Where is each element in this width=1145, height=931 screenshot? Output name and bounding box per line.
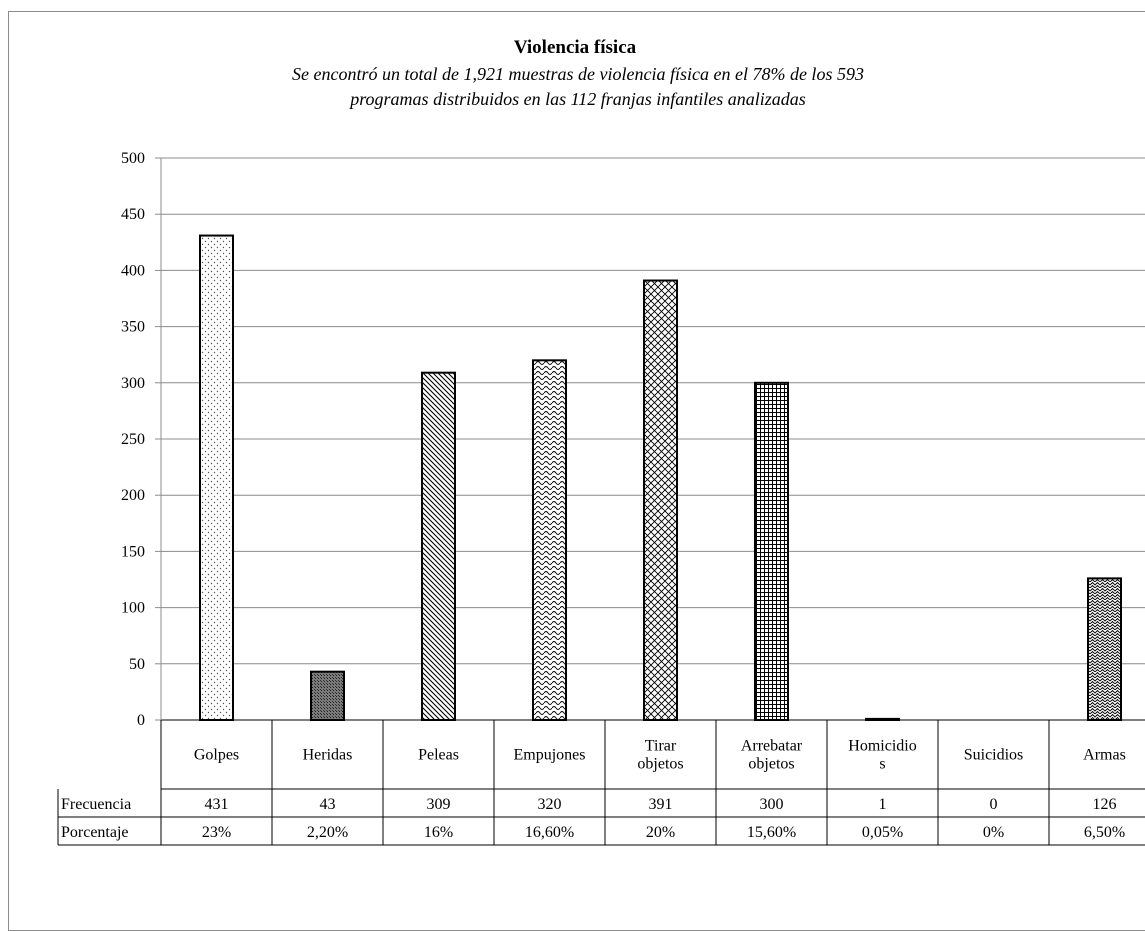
y-tick-label: 100	[121, 600, 145, 617]
table-cell: 431	[205, 796, 229, 813]
y-axis-ticks: 0 50 100 150 200 250 300 350 400 450 500	[121, 150, 145, 729]
bar	[865, 717, 900, 721]
table-row-header: Porcentaje	[61, 824, 129, 841]
category-label: Heridas	[303, 747, 353, 764]
category-label: Golpes	[194, 747, 239, 764]
category-label: objetos	[748, 756, 794, 773]
table-cell: 309	[427, 796, 451, 813]
bars	[199, 234, 1122, 722]
y-tick-label: 500	[121, 150, 145, 167]
chart-title: Violencia física	[514, 37, 637, 58]
bar	[310, 670, 345, 722]
bar	[532, 359, 567, 721]
category-label: Empujones	[514, 747, 586, 764]
table-cell: 1	[879, 796, 887, 813]
y-tick-label: 150	[121, 543, 145, 560]
category-label: Tirar	[645, 738, 677, 755]
category-label: Peleas	[418, 747, 459, 764]
bar	[199, 234, 234, 721]
bar	[421, 371, 456, 721]
category-label: Arrebatar	[741, 738, 803, 755]
bar	[754, 381, 789, 721]
chart-subtitle-line-2: programas distribuidos en las 112 franja…	[348, 89, 806, 109]
table-cell: 6,50%	[1084, 824, 1125, 841]
category-label: Armas	[1083, 747, 1126, 764]
table-cell: 43	[320, 796, 336, 813]
table-cell: 0%	[983, 824, 1004, 841]
table-cell: 126	[1093, 796, 1117, 813]
category-label: Homicidio	[848, 738, 916, 755]
table-cell: 0	[990, 796, 998, 813]
table-cell: 16,60%	[525, 824, 574, 841]
category-label: s	[879, 756, 885, 773]
y-tick-label: 200	[121, 487, 145, 504]
table-cell: 320	[538, 796, 562, 813]
table-cell: 23%	[202, 824, 231, 841]
y-tick-label: 350	[121, 319, 145, 336]
category-label: objetos	[637, 756, 683, 773]
y-tick-label: 400	[121, 262, 145, 279]
y-tick-label: 450	[121, 206, 145, 223]
y-tick-label: 0	[137, 712, 145, 729]
table-cell: 16%	[424, 824, 453, 841]
table-cell: 0,05%	[862, 824, 903, 841]
table-cell: 300	[760, 796, 784, 813]
table-row-header: Frecuencia	[61, 796, 131, 813]
y-tick-label: 50	[129, 656, 145, 673]
category-label: Suicidios	[964, 747, 1024, 764]
table-cell: 15,60%	[747, 824, 796, 841]
table-cell: 391	[649, 796, 673, 813]
bar	[1087, 577, 1122, 721]
y-tick-label: 300	[121, 375, 145, 392]
table-cell: 20%	[646, 824, 675, 841]
data-table: Golpes Heridas Peleas EmpujonesTirarobjetos…	[57, 720, 1145, 846]
y-tick-label: 250	[121, 431, 145, 448]
bar	[643, 279, 678, 721]
table-cell: 2,20%	[307, 824, 348, 841]
chart-subtitle-line-1: Se encontró un total de 1,921 muestras d…	[292, 64, 864, 84]
